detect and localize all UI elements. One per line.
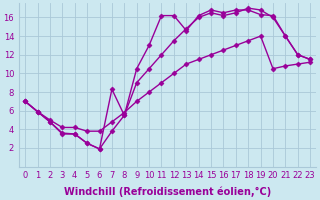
X-axis label: Windchill (Refroidissement éolien,°C): Windchill (Refroidissement éolien,°C) — [64, 186, 271, 197]
